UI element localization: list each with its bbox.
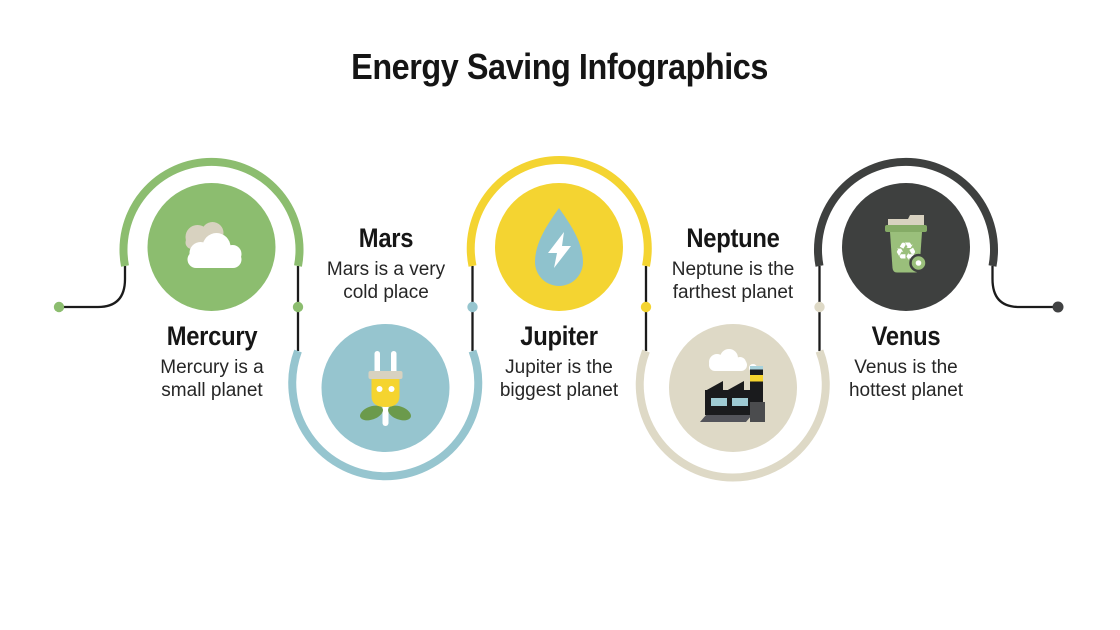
planet-arcs bbox=[119, 155, 998, 482]
item-neptune: Neptune Neptune is the farthest planet bbox=[617, 223, 849, 304]
page-title-text: Energy Saving Infographics bbox=[351, 46, 769, 87]
item-description-venus: Venus is the hottest planet bbox=[848, 357, 964, 401]
connector-start bbox=[59, 266, 127, 309]
item-description-neptune: Neptune is the farthest planet bbox=[671, 259, 795, 303]
page-title: Energy Saving Infographics bbox=[0, 46, 1120, 88]
item-mercury: Mercury Mercury is a small planet bbox=[96, 321, 328, 402]
clouds-icon bbox=[185, 222, 242, 268]
dot-after-mercury bbox=[292, 301, 304, 313]
item-title-neptune: Neptune bbox=[686, 223, 780, 253]
item-title-mercury: Mercury bbox=[166, 321, 258, 351]
start-dot bbox=[53, 301, 65, 313]
item-jupiter: Jupiter Jupiter is the biggest planet bbox=[443, 321, 675, 402]
mercury-arc bbox=[119, 157, 304, 267]
venus-arc bbox=[814, 157, 998, 267]
plug-flower-icon bbox=[360, 351, 411, 426]
dot-after-mars bbox=[467, 301, 478, 313]
item-title-jupiter: Jupiter bbox=[520, 321, 598, 351]
item-title-mars: Mars bbox=[358, 223, 414, 253]
mars-arc bbox=[288, 349, 483, 481]
dot-after-jupiter bbox=[640, 301, 652, 313]
item-venus: Venus Venus is the hottest planet bbox=[790, 321, 1022, 402]
factory-icon bbox=[700, 349, 765, 422]
end-dot bbox=[1052, 301, 1064, 313]
item-description-mercury: Mercury is a small planet bbox=[160, 357, 264, 401]
water-drop-energy-icon bbox=[535, 208, 583, 286]
item-mars: Mars Mars is a very cold place bbox=[270, 223, 502, 304]
recycle-bin-icon: ♻ bbox=[885, 215, 928, 273]
timeline-dots bbox=[53, 301, 1064, 313]
jupiter-arc bbox=[466, 155, 652, 267]
connector-end bbox=[991, 266, 1053, 309]
dot-after-neptune bbox=[814, 301, 825, 313]
item-description-jupiter: Jupiter is the biggest planet bbox=[499, 357, 619, 401]
neptune-arc bbox=[635, 349, 830, 482]
item-title-venus: Venus bbox=[871, 321, 941, 351]
item-description-mars: Mars is a very cold place bbox=[326, 259, 446, 303]
